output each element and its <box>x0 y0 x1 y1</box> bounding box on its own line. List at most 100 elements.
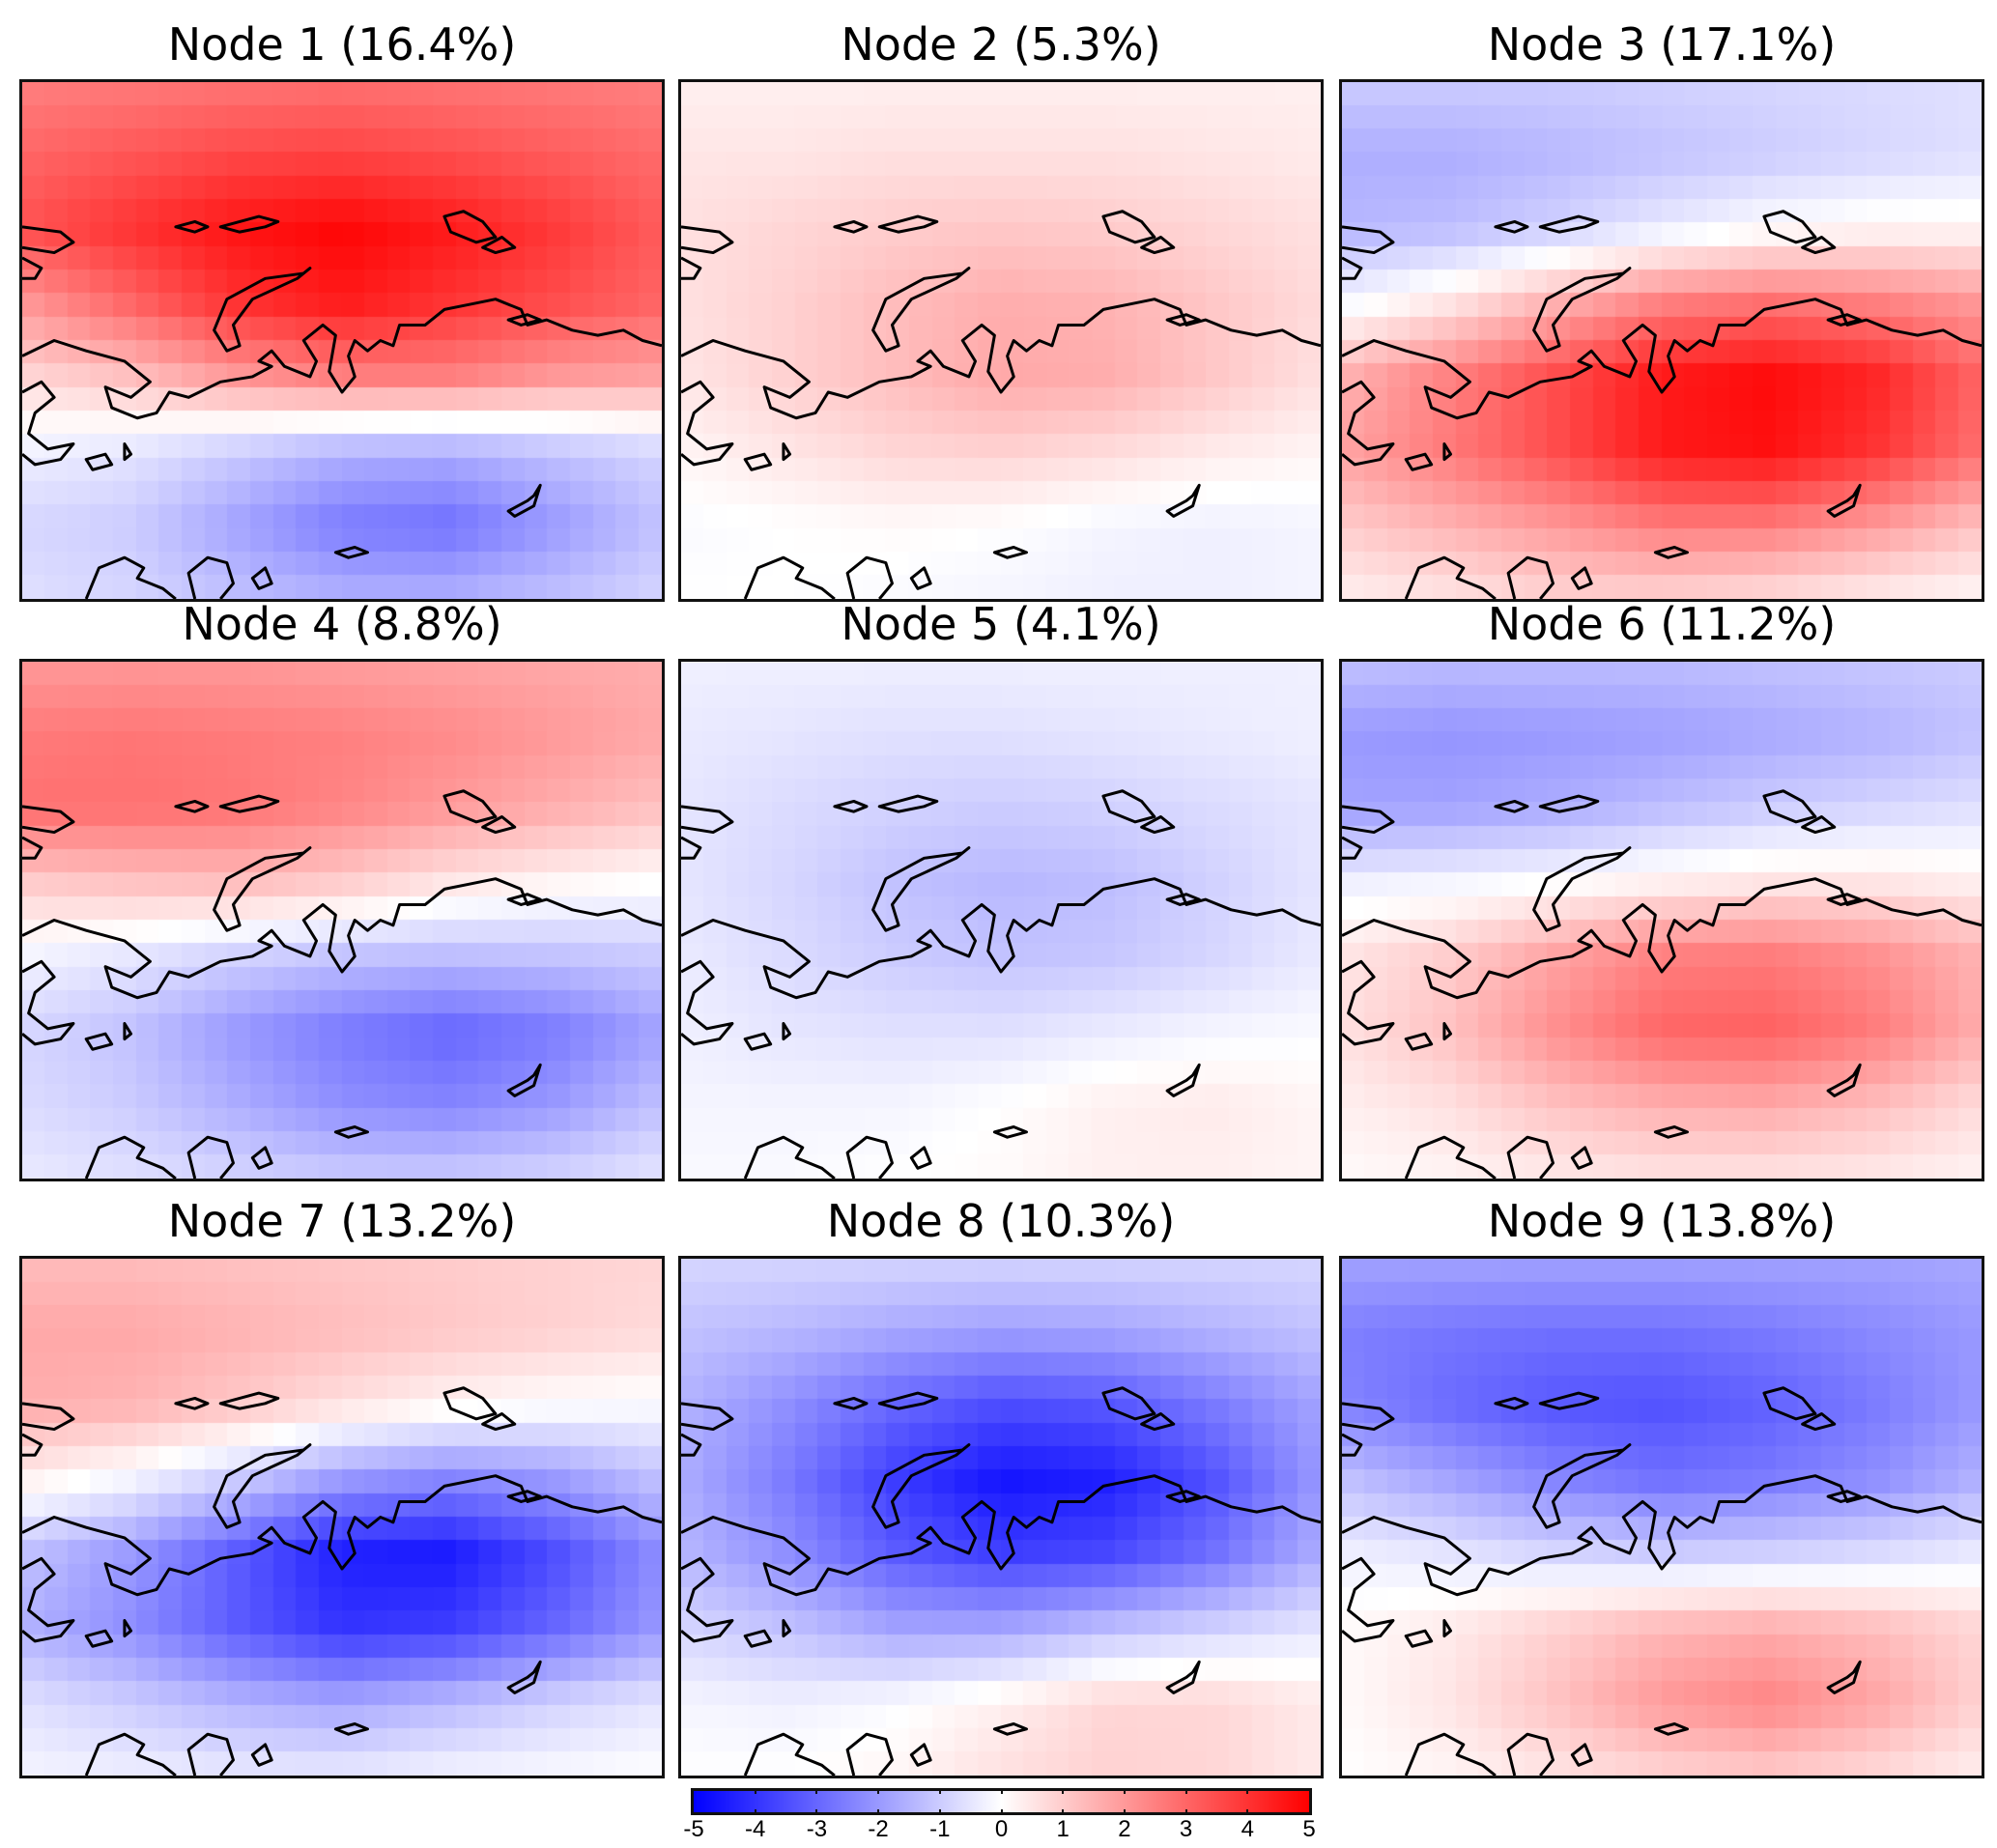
coastlines <box>681 1259 1321 1776</box>
coastline <box>745 454 770 469</box>
colorbar-tick <box>1184 1788 1187 1815</box>
colorbar-tick-label: -4 <box>745 1816 766 1842</box>
colorbar-tick <box>754 1788 756 1815</box>
coastline <box>745 1631 770 1646</box>
coastline <box>220 796 278 811</box>
coastline <box>508 315 540 326</box>
colorbar-tick-label: -2 <box>868 1816 889 1842</box>
node-7-map <box>19 1256 665 1778</box>
coastline <box>1167 315 1199 326</box>
coastline <box>22 258 42 278</box>
coastline <box>879 796 937 811</box>
coastline <box>22 382 73 465</box>
coastline <box>1342 879 1982 998</box>
colorbar-tick-label: -5 <box>683 1816 704 1842</box>
coastline <box>1167 1492 1199 1502</box>
coastline <box>1342 299 1982 418</box>
colorbar-tick <box>938 1788 941 1815</box>
coastline <box>1167 895 1199 905</box>
coastline <box>1496 801 1527 811</box>
colorbar-tick <box>1123 1788 1126 1815</box>
coastline <box>1406 1034 1431 1049</box>
coastline <box>847 557 892 599</box>
coastline <box>681 1435 700 1455</box>
coastline <box>1540 1393 1598 1408</box>
coastline <box>22 879 662 998</box>
coastline <box>188 1137 233 1179</box>
panel-title: Node 3 (17.1%) <box>1487 18 1837 71</box>
coastline <box>835 1398 867 1408</box>
node-9-map <box>1339 1256 1984 1778</box>
colorbar-tick-label: 2 <box>1118 1816 1131 1842</box>
coastline <box>784 1024 790 1039</box>
coastline <box>252 568 271 588</box>
coastline <box>220 216 278 232</box>
coastline <box>1803 1414 1835 1430</box>
panel-title: Node 9 (13.8%) <box>1487 1195 1837 1247</box>
coastline <box>188 557 233 599</box>
coastline <box>911 568 930 588</box>
coastline <box>1655 1127 1687 1138</box>
coastline <box>1572 568 1591 588</box>
coastline <box>1342 227 1393 253</box>
node-8-map <box>678 1256 1324 1778</box>
coastline <box>681 961 732 1044</box>
coastline <box>335 1127 367 1138</box>
coastline <box>1406 1734 1496 1776</box>
coastline <box>483 1414 515 1430</box>
coastline <box>681 258 700 278</box>
coastline <box>873 848 969 931</box>
panel-title: Node 2 (5.3%) <box>841 18 1161 71</box>
coastline <box>1803 238 1835 253</box>
coastline <box>1828 1065 1860 1095</box>
coastline <box>1496 1398 1527 1408</box>
coastline <box>1764 212 1815 242</box>
coastline <box>508 1662 540 1692</box>
panel-title: Node 8 (10.3%) <box>826 1195 1176 1247</box>
coastline <box>188 1734 233 1776</box>
coastline <box>335 548 367 558</box>
coastline <box>1655 1724 1687 1735</box>
coastline <box>1534 1445 1630 1528</box>
coastline <box>444 791 496 822</box>
coastline <box>22 807 73 833</box>
coastline <box>214 1445 310 1528</box>
colorbar-tick-label: 5 <box>1302 1816 1316 1842</box>
node-6-map <box>1339 659 1984 1181</box>
coastline <box>1540 796 1598 811</box>
coastline <box>1803 817 1835 833</box>
colorbar-tick-label: -3 <box>806 1816 828 1842</box>
coastline <box>1342 807 1393 833</box>
coastline <box>681 1558 732 1641</box>
coastline <box>873 1445 969 1528</box>
coastline <box>1764 1388 1815 1419</box>
coastline <box>1828 895 1860 905</box>
coastline <box>508 1492 540 1502</box>
coastline <box>22 1558 73 1641</box>
coastline <box>252 1148 271 1168</box>
coastline <box>681 1476 1321 1595</box>
coastline <box>681 299 1321 418</box>
coastline <box>1342 382 1393 465</box>
coastline <box>784 1621 790 1636</box>
heatmap-field <box>22 1259 662 1776</box>
coastline <box>1828 485 1860 516</box>
heatmap-field <box>1342 662 1982 1179</box>
coastline <box>911 1745 930 1765</box>
coastline <box>220 1393 278 1408</box>
coastline <box>86 1137 176 1179</box>
coastline <box>1142 817 1174 833</box>
colorbar-tick <box>815 1788 818 1815</box>
coastline <box>784 444 790 460</box>
coastline <box>745 557 835 599</box>
coastline <box>1508 1137 1553 1179</box>
panel-title: Node 7 (13.2%) <box>167 1195 517 1247</box>
coastline <box>1342 258 1361 278</box>
coastline <box>1167 1065 1199 1095</box>
coastline <box>745 1734 835 1776</box>
coastline <box>22 299 662 418</box>
colorbar-tick-label: 4 <box>1241 1816 1254 1842</box>
coastline <box>444 1388 496 1419</box>
coastline <box>681 807 732 833</box>
coastline <box>835 801 867 811</box>
